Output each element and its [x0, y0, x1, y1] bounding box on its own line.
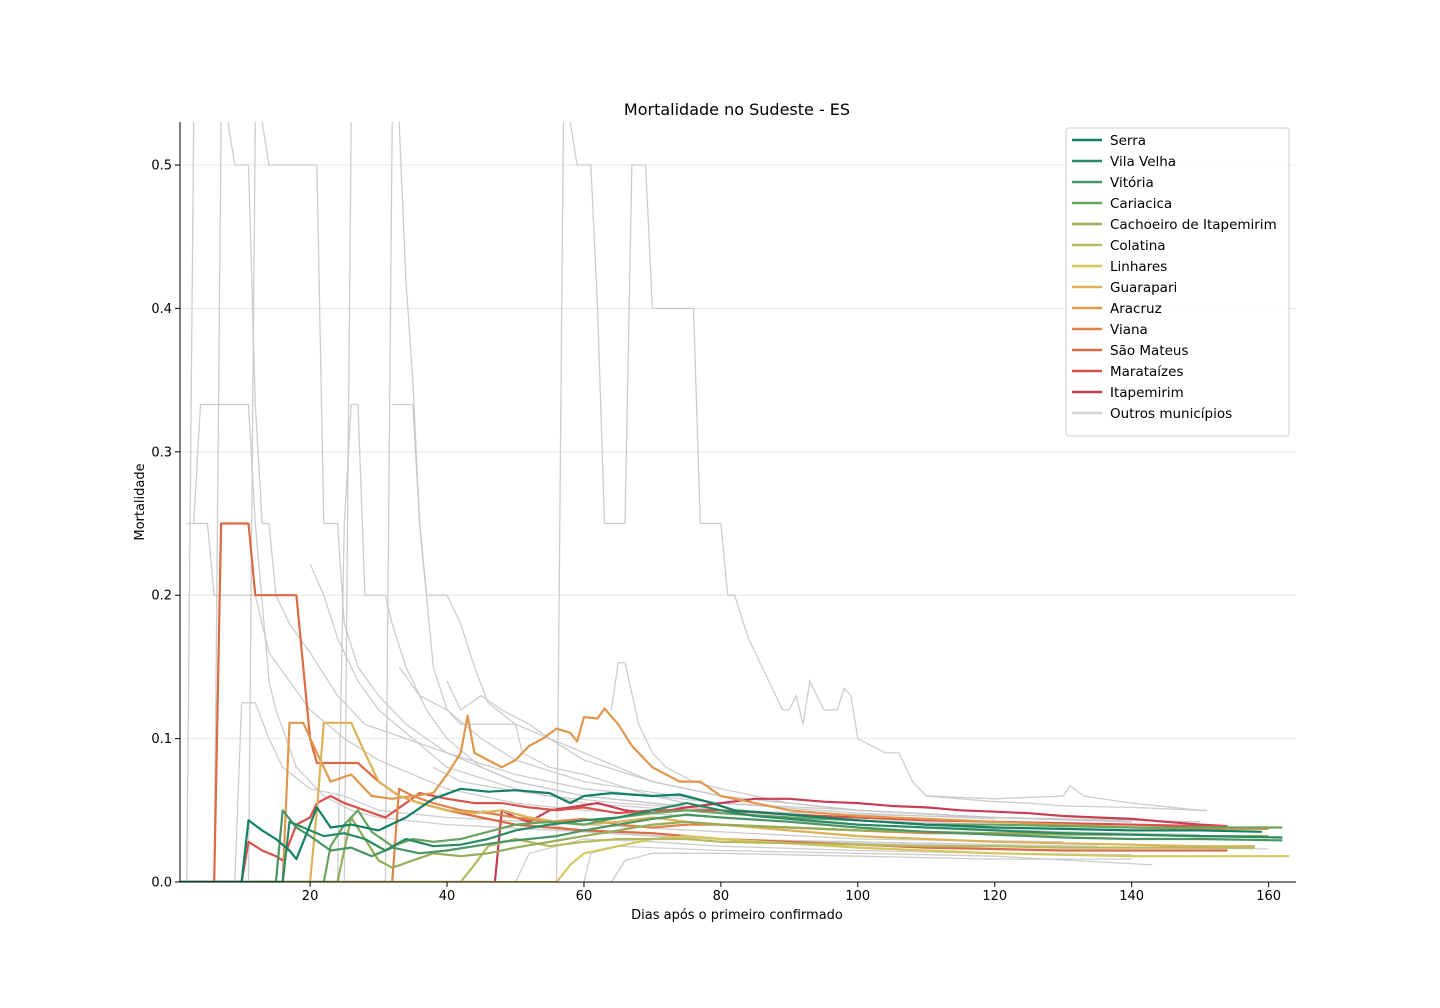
others-line-22	[610, 852, 1132, 882]
legend-label-11: Marataízes	[1110, 364, 1184, 380]
legend-label-10: São Mateus	[1110, 343, 1189, 359]
others-line-23	[926, 784, 1207, 811]
legend-frame	[1065, 127, 1290, 437]
others-line-18	[610, 661, 1132, 823]
y-tick-label-2: 0.2	[151, 589, 172, 604]
legend-label-6: Linhares	[1110, 259, 1167, 275]
others-line-12	[392, 403, 1132, 823]
y-tick-label-0: 0.0	[151, 876, 172, 891]
x-tick-label-6: 140	[1119, 889, 1144, 904]
others-line-21	[583, 845, 1153, 882]
series-line-linhares	[180, 835, 1290, 882]
others-line-3	[213, 122, 222, 882]
others-line-11	[384, 122, 393, 882]
others-line-17	[569, 122, 1201, 811]
y-tick-label-3: 0.3	[151, 445, 172, 460]
chart-title: Mortalidade no Sudeste - ES	[624, 100, 850, 119]
series-line-são-mateus	[180, 522, 1228, 882]
series-line-cachoeiro-de-itapemirim	[180, 816, 1269, 882]
legend-label-0: Serra	[1110, 133, 1146, 149]
legend-label-13: Outros municípios	[1110, 406, 1232, 422]
legend-label-3: Cariacica	[1110, 196, 1172, 212]
others-line-13	[398, 122, 995, 820]
others-line-16	[555, 122, 565, 882]
legend-label-5: Colatina	[1110, 238, 1166, 254]
y-tick-label-5: 0.5	[151, 159, 172, 174]
series-lines	[180, 522, 1290, 882]
y-axis-label: Mortalidade	[133, 463, 148, 540]
series-line-aracruz	[180, 707, 1269, 882]
series-line-serra	[180, 787, 1262, 882]
others-line-5	[247, 122, 256, 882]
legend-label-2: Vitória	[1110, 175, 1154, 191]
y-tick-label-4: 0.4	[151, 302, 172, 317]
others-line-6	[261, 122, 1132, 826]
legend-label-12: Itapemirim	[1110, 385, 1184, 401]
legend-label-9: Viana	[1110, 322, 1148, 338]
y-tick-label-1: 0.1	[151, 732, 172, 747]
others-line-15	[446, 680, 1132, 823]
series-line-vila-velha	[180, 802, 1283, 882]
x-tick-label-3: 80	[713, 889, 730, 904]
others-line-10	[343, 122, 352, 882]
x-tick-label-7: 160	[1256, 889, 1281, 904]
series-line-vitória	[180, 809, 1283, 882]
x-tick-label-0: 20	[302, 889, 319, 904]
others-line-4	[227, 122, 1132, 823]
axes: 20 40 60 80 100 120 140 160 0.0 0.1 0.2 0.3 0.4 0.5	[151, 122, 1296, 904]
x-tick-label-5: 120	[982, 889, 1007, 904]
x-tick-label-2: 60	[576, 889, 593, 904]
others-line-7	[234, 702, 1064, 882]
legend-label-7: Guarapari	[1110, 280, 1177, 296]
others-line-0	[180, 122, 195, 882]
x-tick-label-4: 100	[845, 889, 870, 904]
x-axis-label: Dias após o primeiro confirmado	[631, 908, 843, 923]
x-tick-label-1: 40	[439, 889, 456, 904]
series-line-colatina	[180, 837, 1255, 882]
legend: Serra Vila Velha Vitória Cariacica Cachoeiro…	[1065, 127, 1290, 437]
legend-label-1: Vila Velha	[1110, 154, 1176, 170]
legend-label-4: Cachoeiro de Itapemirim	[1110, 217, 1277, 233]
legend-label-8: Aracruz	[1110, 301, 1162, 317]
